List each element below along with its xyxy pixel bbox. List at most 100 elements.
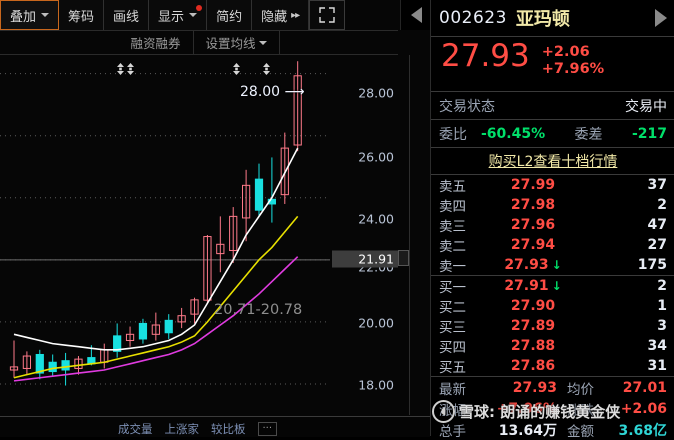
expand-right-icon[interactable] (655, 9, 667, 27)
event-marker-icon[interactable] (126, 63, 135, 75)
price-change-group: +2.06 +7.96% (542, 39, 604, 78)
order-diff-label: 委差 (574, 126, 603, 143)
event-marker-icon[interactable] (262, 63, 271, 75)
stat-value: 27.01 (622, 379, 667, 396)
order-book-level-label: 卖三 (439, 219, 466, 235)
fullscreen-button[interactable] (309, 0, 346, 30)
toolbar-button-chips[interactable]: 筹码 (59, 0, 105, 30)
order-book-price: 27.86 (510, 358, 556, 374)
stat-label: 涨幅 (439, 402, 466, 419)
chart-panel-divider (409, 55, 410, 415)
stat-value: 3.68亿 (618, 422, 667, 439)
moving-average-lines (13, 147, 299, 382)
order-book-quantity: 1 (657, 298, 667, 314)
stock-name: 亚玛顿 (515, 9, 570, 30)
l2-promo-row[interactable]: 购买L2查看十档行情 (431, 148, 674, 174)
ask-book: 卖五 27.99 37 卖四 27.98 2 卖三 27.96 47 卖二 27.94 27 卖一 27.… (431, 175, 674, 275)
y-tick-label: 26.00 (358, 149, 394, 165)
trade-status-label: 交易状态 (439, 98, 495, 115)
stat-value: +7.96% (496, 400, 557, 417)
chart-resize-grip[interactable] (398, 250, 409, 266)
order-book-row[interactable]: 买一 27.91 ↓ 2 (431, 276, 674, 296)
trade-status-value: 交易中 (625, 98, 667, 115)
l2-promo-link[interactable]: 购买L2查看十档行情 (488, 154, 618, 170)
chart-bottom-strip: 成交量 上涨家 较比板 ··· (0, 416, 430, 437)
target-price-value: 28.00 (240, 84, 281, 100)
toolbar-button-overlay[interactable]: 叠加 (0, 0, 60, 30)
candlestick-plot[interactable] (0, 55, 330, 415)
indicator-tab-advancers[interactable]: 上涨家 (164, 422, 200, 436)
price-down-arrow-icon: ↓ (551, 258, 562, 272)
toolbar-button-chips-label: 筹码 (68, 9, 95, 25)
order-book-price: 27.90 (510, 298, 556, 314)
arrow-right-icon: ⟶ (284, 84, 305, 100)
divider (431, 147, 674, 148)
event-marker-icon[interactable] (232, 63, 241, 75)
order-book-row[interactable]: 买二 27.90 1 (431, 296, 674, 316)
order-diff-value: -217 (631, 125, 667, 142)
order-book-row[interactable]: 卖五 27.99 37 (431, 175, 674, 195)
stat-value: 13.64万 (498, 422, 557, 439)
order-book-level-label: 买五 (439, 360, 466, 376)
chart-toolbar: 叠加 筹码 画线 显示 简约 隐藏 ▸▸ (0, 0, 398, 31)
toolbar-button-display-label: 显示 (158, 9, 185, 25)
indicator-more-button[interactable]: ··· (257, 422, 278, 436)
stat-value: 27.93 (512, 379, 557, 396)
quote-stat-row: 总手 13.64万 金额 3.68亿 (431, 419, 674, 440)
order-book-quantity: 27 (647, 237, 667, 253)
chart-body[interactable]: 28.00 ⟶ 20.71-20.78 28.00 26.00 24.00 22… (0, 55, 430, 415)
toolbar2-margin-trading[interactable]: 融资融券 (118, 31, 194, 54)
toolbar-button-drawline[interactable]: 画线 (104, 0, 150, 30)
stat-label: 涨跌 (567, 402, 594, 419)
order-book-level-label: 买一 (439, 280, 466, 296)
crosshair-price-label: 21.91 (332, 250, 398, 268)
order-book-quantity: 34 (647, 338, 667, 354)
order-book-row[interactable]: 卖一 27.93 ↓ 175 (431, 255, 674, 275)
quote-stat-row: 涨幅 +7.96% 涨跌 +2.06 (431, 398, 674, 419)
order-book-level-label: 卖五 (439, 179, 466, 195)
chart-toolbar-secondary: 融资融券 设置均线 (0, 31, 398, 55)
stat-value: +2.06 (620, 400, 667, 417)
chart-pane: 叠加 筹码 画线 显示 简约 隐藏 ▸▸ (0, 0, 431, 437)
order-book-quantity: 47 (647, 217, 667, 233)
divider (431, 36, 674, 37)
order-book-row[interactable]: 买五 27.86 31 (431, 356, 674, 376)
order-book-row[interactable]: 卖三 27.96 47 (431, 215, 674, 235)
toolbar-button-hide-label: 隐藏 (261, 9, 288, 25)
fullscreen-icon (319, 7, 335, 23)
quote-price-block: 27.93 +2.06 +7.96% (431, 37, 674, 91)
order-book-level-label: 卖一 (439, 259, 466, 275)
event-marker-icon[interactable] (116, 63, 125, 75)
toolbar-button-simple-label: 简约 (216, 9, 243, 25)
collapse-panel-button[interactable] (400, 0, 431, 30)
indicator-tab-volume[interactable]: 成交量 (118, 422, 153, 436)
toolbar-button-display[interactable]: 显示 (149, 0, 208, 30)
order-book-row[interactable]: 买三 27.89 3 (431, 316, 674, 336)
order-book-price: 27.94 (510, 237, 556, 253)
order-book-row[interactable]: 买四 27.88 34 (431, 336, 674, 356)
order-book-quantity: 175 (637, 257, 667, 273)
order-book-quantity: 31 (647, 358, 667, 374)
order-book-row[interactable]: 卖二 27.94 27 (431, 235, 674, 255)
order-book-quantity: 3 (657, 318, 667, 334)
indicator-tab-compare[interactable]: 较比板 (211, 422, 246, 436)
last-price: 27.93 (441, 38, 530, 74)
y-tick-label: 24.00 (358, 211, 394, 227)
quote-stat-row: 最新 27.93 均价 27.01 (431, 377, 674, 398)
order-book-price: 27.99 (510, 177, 556, 193)
bid-book: 买一 27.91 ↓ 2 买二 27.90 1 买三 27.89 3 买四 27.88 34 买五 27.8… (431, 276, 674, 376)
toolbar2-set-ma[interactable]: 设置均线 (194, 31, 280, 54)
y-tick-label: 20.00 (358, 315, 394, 331)
target-price-annotation: 28.00 ⟶ (240, 84, 305, 100)
stat-label: 金额 (567, 423, 594, 440)
stat-label: 最新 (439, 381, 466, 398)
order-book-row[interactable]: 卖四 27.98 2 (431, 195, 674, 215)
toolbar-button-simple[interactable]: 简约 (207, 0, 253, 30)
quote-pane: 002623 亚玛顿 27.93 +2.06 +7.96% 交易状态 交易中 委… (430, 0, 674, 440)
order-book-level-label: 买三 (439, 320, 466, 336)
candle-series (9, 61, 302, 386)
notification-dot-icon (196, 5, 203, 11)
toolbar-button-hide[interactable]: 隐藏 ▸▸ (252, 0, 310, 30)
divider (431, 174, 674, 175)
